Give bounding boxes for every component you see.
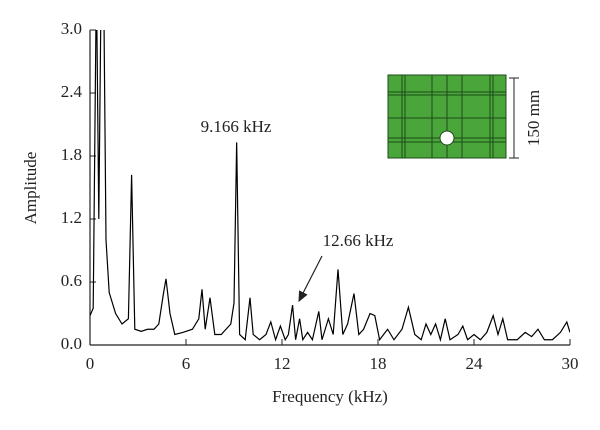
x-tick-label: 0	[86, 354, 95, 373]
y-tick-label: 3.0	[61, 19, 82, 38]
y-tick-label: 1.8	[61, 145, 82, 164]
x-tick-label: 18	[370, 354, 387, 373]
annotation: 12.66 kHz	[323, 231, 394, 250]
hole	[439, 130, 455, 146]
x-tick-label: 12	[274, 354, 291, 373]
annotation-arrow	[298, 255, 323, 303]
x-tick-label: 24	[466, 354, 484, 373]
y-tick-label: 0.6	[61, 271, 82, 290]
y-tick-label: 0.0	[61, 334, 82, 353]
x-tick-label: 30	[562, 354, 579, 373]
y-axis-label: Amplitude	[21, 152, 40, 225]
x-tick-label: 6	[182, 354, 191, 373]
annotation: 9.166 kHz	[201, 117, 272, 136]
y-tick-label: 2.4	[61, 82, 83, 101]
line	[90, 30, 570, 343]
inset-label: 150 mm	[524, 90, 543, 146]
scale-bar	[509, 77, 519, 159]
y-tick-label: 1.2	[61, 208, 82, 227]
inset-plate	[387, 74, 507, 159]
x-axis-label: Frequency (kHz)	[272, 387, 388, 406]
